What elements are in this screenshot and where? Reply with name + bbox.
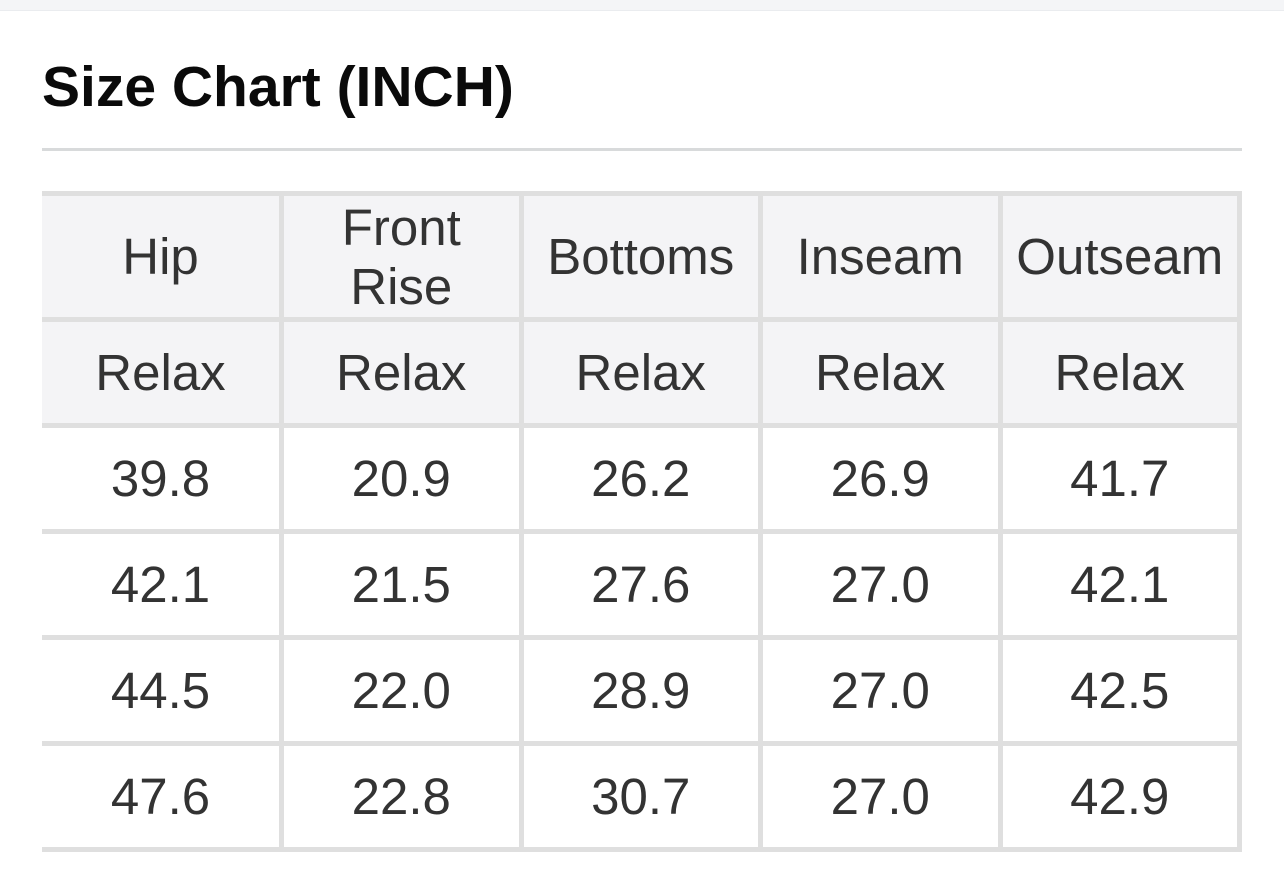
table-header: Hip Front Rise Bottoms Inseam Outseam Re… <box>42 191 1242 429</box>
table-cell: 26.2 <box>518 423 763 535</box>
fit-cell: Relax <box>279 317 524 429</box>
table-cell: 42.1 <box>42 529 284 641</box>
table-row: 39.8 20.9 26.2 26.9 41.7 <box>42 423 1242 535</box>
table-cell: 44.5 <box>42 635 284 747</box>
title-divider <box>42 148 1242 152</box>
table-body: 39.8 20.9 26.2 26.9 41.7 42.1 21.5 27.6 … <box>42 423 1242 853</box>
column-header-inseam: Inseam <box>758 191 1003 323</box>
table-cell: 28.9 <box>518 635 763 747</box>
table-cell: 42.5 <box>997 635 1242 747</box>
column-header-front-rise: Front Rise <box>279 191 524 323</box>
fit-header-row: Relax Relax Relax Relax Relax <box>42 317 1242 429</box>
size-chart-table: Hip Front Rise Bottoms Inseam Outseam Re… <box>42 191 1242 853</box>
table-cell: 41.7 <box>997 423 1242 535</box>
page-title: Size Chart (INCH) <box>42 55 514 119</box>
table-cell: 30.7 <box>518 741 763 853</box>
table-cell: 26.9 <box>758 423 1003 535</box>
table-cell: 22.8 <box>279 741 524 853</box>
size-chart-section: Size Chart (INCH) Hip Front Rise Bottoms… <box>0 53 1284 853</box>
table-cell: 39.8 <box>42 423 284 535</box>
table-cell: 27.6 <box>518 529 763 641</box>
table-cell: 27.0 <box>758 529 1003 641</box>
column-header-bottoms: Bottoms <box>518 191 763 323</box>
table-row: 44.5 22.0 28.9 27.0 42.5 <box>42 635 1242 747</box>
top-section-edge <box>0 0 1284 11</box>
fit-cell: Relax <box>42 317 284 429</box>
measurement-header-row: Hip Front Rise Bottoms Inseam Outseam <box>42 191 1242 323</box>
table-cell: 22.0 <box>279 635 524 747</box>
table-cell: 47.6 <box>42 741 284 853</box>
fit-cell: Relax <box>518 317 763 429</box>
fit-cell: Relax <box>758 317 1003 429</box>
table-cell: 20.9 <box>279 423 524 535</box>
column-header-outseam: Outseam <box>997 191 1242 323</box>
table-cell: 42.1 <box>997 529 1242 641</box>
table-row: 42.1 21.5 27.6 27.0 42.1 <box>42 529 1242 641</box>
table-cell: 27.0 <box>758 635 1003 747</box>
table-cell: 21.5 <box>279 529 524 641</box>
table-cell: 42.9 <box>997 741 1242 853</box>
table-cell: 27.0 <box>758 741 1003 853</box>
table-row: 47.6 22.8 30.7 27.0 42.9 <box>42 741 1242 853</box>
fit-cell: Relax <box>997 317 1242 429</box>
column-header-hip: Hip <box>42 191 284 323</box>
